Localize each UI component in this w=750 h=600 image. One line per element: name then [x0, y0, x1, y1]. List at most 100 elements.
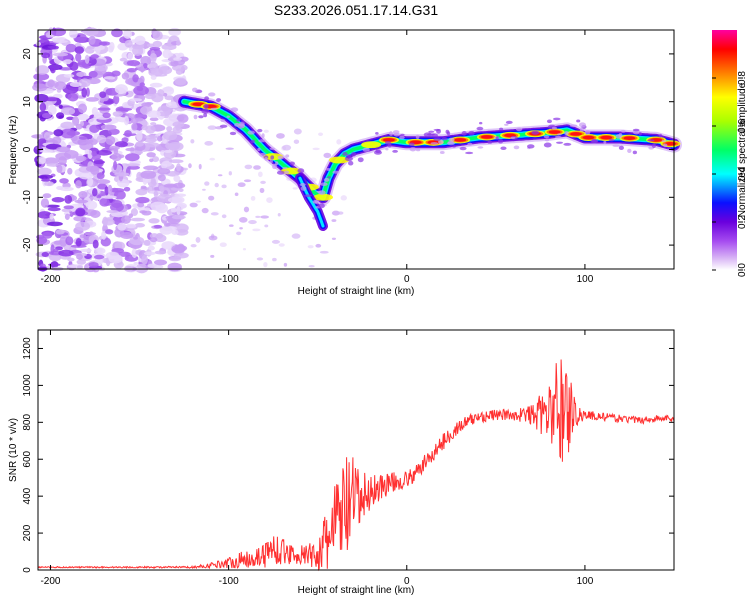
noise-blob — [152, 40, 163, 48]
noise-blob — [236, 231, 242, 236]
ridge-fringe — [375, 131, 379, 135]
noise-blob — [129, 236, 145, 246]
noise-blob — [152, 30, 163, 41]
noise-blob — [127, 165, 140, 170]
noise-blob — [278, 243, 285, 247]
noise-blob — [228, 171, 232, 176]
noise-blob — [255, 215, 261, 218]
noise-blob — [92, 239, 99, 249]
noise-blob — [84, 54, 90, 64]
frequency-ridge — [176, 87, 682, 231]
noise-blob — [78, 103, 88, 114]
noise-blob — [176, 163, 181, 172]
noise-blob — [315, 243, 322, 248]
ridge-fringe — [499, 127, 504, 131]
noise-blob — [143, 239, 151, 246]
noise-blob — [123, 186, 131, 192]
noise-blob — [63, 205, 74, 210]
noise-blob — [277, 212, 281, 217]
ridge-fringe — [374, 150, 382, 155]
ridge-fringe — [261, 133, 265, 138]
noise-blob — [167, 39, 173, 47]
ridge-fringe — [531, 130, 540, 135]
noise-blob — [312, 147, 320, 151]
noise-blob — [111, 70, 121, 77]
noise-blob — [99, 197, 110, 207]
ridge-fringe — [452, 145, 456, 148]
y-tick-label: 400 — [22, 487, 33, 504]
ridge-fringe — [320, 182, 328, 187]
ridge-fringe — [192, 87, 198, 93]
colorbar-label: Normalized spectral amplitude — [737, 82, 748, 217]
ridge-fringe — [312, 199, 318, 204]
ridge-fringe — [236, 118, 241, 122]
y-tick-label: 1200 — [22, 337, 33, 360]
ridge-fringe — [351, 151, 357, 157]
ridge-fringe — [505, 120, 513, 124]
snr-x-label: Height of straight line (km) — [298, 585, 415, 596]
noise-blob — [89, 124, 100, 133]
noise-blob — [266, 197, 273, 203]
noise-blob — [75, 180, 82, 189]
ridge-fringe — [284, 170, 290, 175]
noise-blob — [209, 157, 216, 161]
noise-blob — [140, 170, 157, 180]
noise-blob — [175, 68, 184, 75]
noise-blob — [144, 137, 157, 143]
noise-blob — [141, 102, 152, 108]
ridge-fringe — [632, 128, 640, 132]
ridge-fringe — [415, 134, 420, 140]
noise-blob — [90, 54, 99, 59]
noise-blob — [131, 122, 138, 131]
noise-blob — [264, 224, 269, 228]
noise-blob — [141, 255, 148, 265]
ridge-fringe — [608, 138, 615, 142]
ridge-fringe — [513, 145, 520, 150]
noise-blob — [37, 167, 52, 176]
ridge-fringe — [557, 133, 562, 136]
ridge-fringe — [317, 203, 325, 209]
noise-blob — [37, 211, 52, 219]
noise-blob — [60, 128, 76, 139]
noise-blob — [86, 45, 95, 50]
noise-blob — [143, 251, 156, 256]
ridge-fringe — [272, 164, 278, 170]
noise-blob — [144, 93, 157, 100]
noise-blob — [103, 76, 116, 80]
noise-blob — [99, 91, 107, 98]
noise-blob — [167, 197, 183, 203]
ridge-hotspot — [313, 193, 334, 201]
noise-blob — [208, 235, 218, 241]
noise-blob — [95, 45, 101, 54]
ridge-fringe — [304, 194, 312, 198]
noise-blob — [47, 221, 63, 227]
ridge-fringe — [436, 128, 441, 134]
ridge-fringe — [658, 133, 663, 138]
y-tick-label: 800 — [22, 414, 33, 431]
ridge-hotspot-peak — [480, 135, 493, 139]
noise-blob — [100, 97, 105, 104]
noise-blob — [53, 240, 62, 245]
noise-blob — [221, 214, 227, 219]
noise-blob — [84, 231, 96, 236]
noise-blob — [69, 81, 82, 88]
noise-blob — [65, 236, 74, 246]
ridge-fringe — [259, 152, 266, 157]
ridge-fringe — [618, 145, 624, 150]
noise-blob — [253, 165, 261, 170]
noise-blob — [157, 89, 165, 97]
ridge-fringe — [431, 133, 438, 138]
noise-blob — [125, 223, 137, 229]
ridge-fringe — [500, 146, 507, 151]
noise-blob — [65, 43, 77, 53]
noise-blob — [161, 43, 177, 51]
noise-blob — [176, 39, 181, 46]
ridge-fringe — [323, 177, 330, 182]
noise-blob — [133, 261, 139, 266]
spectrogram-y-label: Frequency (Hz) — [8, 116, 19, 185]
noise-blob — [42, 193, 52, 199]
noise-blob — [43, 157, 59, 165]
ridge-fringe — [316, 190, 322, 193]
